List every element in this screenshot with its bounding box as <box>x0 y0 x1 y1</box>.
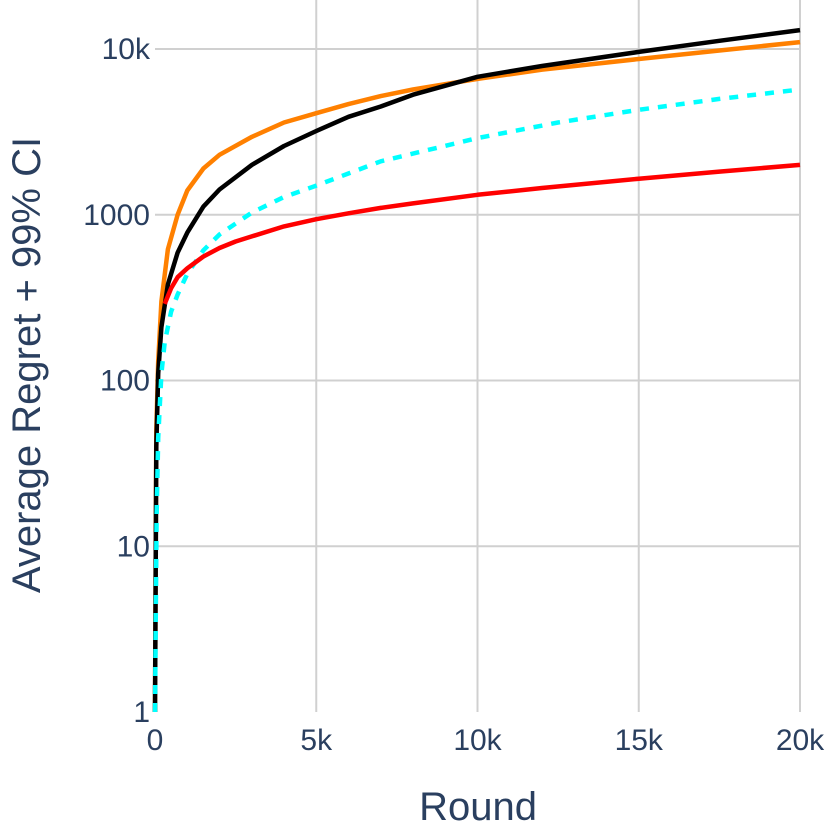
x-axis-ticks: 0 5k 10k 15k 20k <box>147 724 826 757</box>
x-axis-title: Round <box>419 785 537 829</box>
x-tick-label: 0 <box>147 724 164 757</box>
y-tick-label: 10k <box>102 33 151 66</box>
y-tick-label: 100 <box>100 365 150 398</box>
grid-lines <box>155 0 801 712</box>
y-axis-title: Average Regret + 99% CI <box>5 137 49 593</box>
x-tick-label: 10k <box>453 724 502 757</box>
series-line-2 <box>152 27 801 713</box>
y-tick-label: 1 <box>133 696 150 729</box>
series-line-4 <box>162 162 801 305</box>
y-tick-label: 1000 <box>83 199 150 232</box>
y-axis-ticks: 1 10 100 1000 10k <box>83 33 151 729</box>
series-line-1 <box>152 39 801 713</box>
x-tick-label: 20k <box>776 724 825 757</box>
plot-series <box>152 27 801 713</box>
series-line-3 <box>152 87 801 713</box>
x-tick-label: 5k <box>300 724 333 757</box>
x-tick-label: 15k <box>615 724 664 757</box>
y-tick-label: 10 <box>117 530 150 563</box>
